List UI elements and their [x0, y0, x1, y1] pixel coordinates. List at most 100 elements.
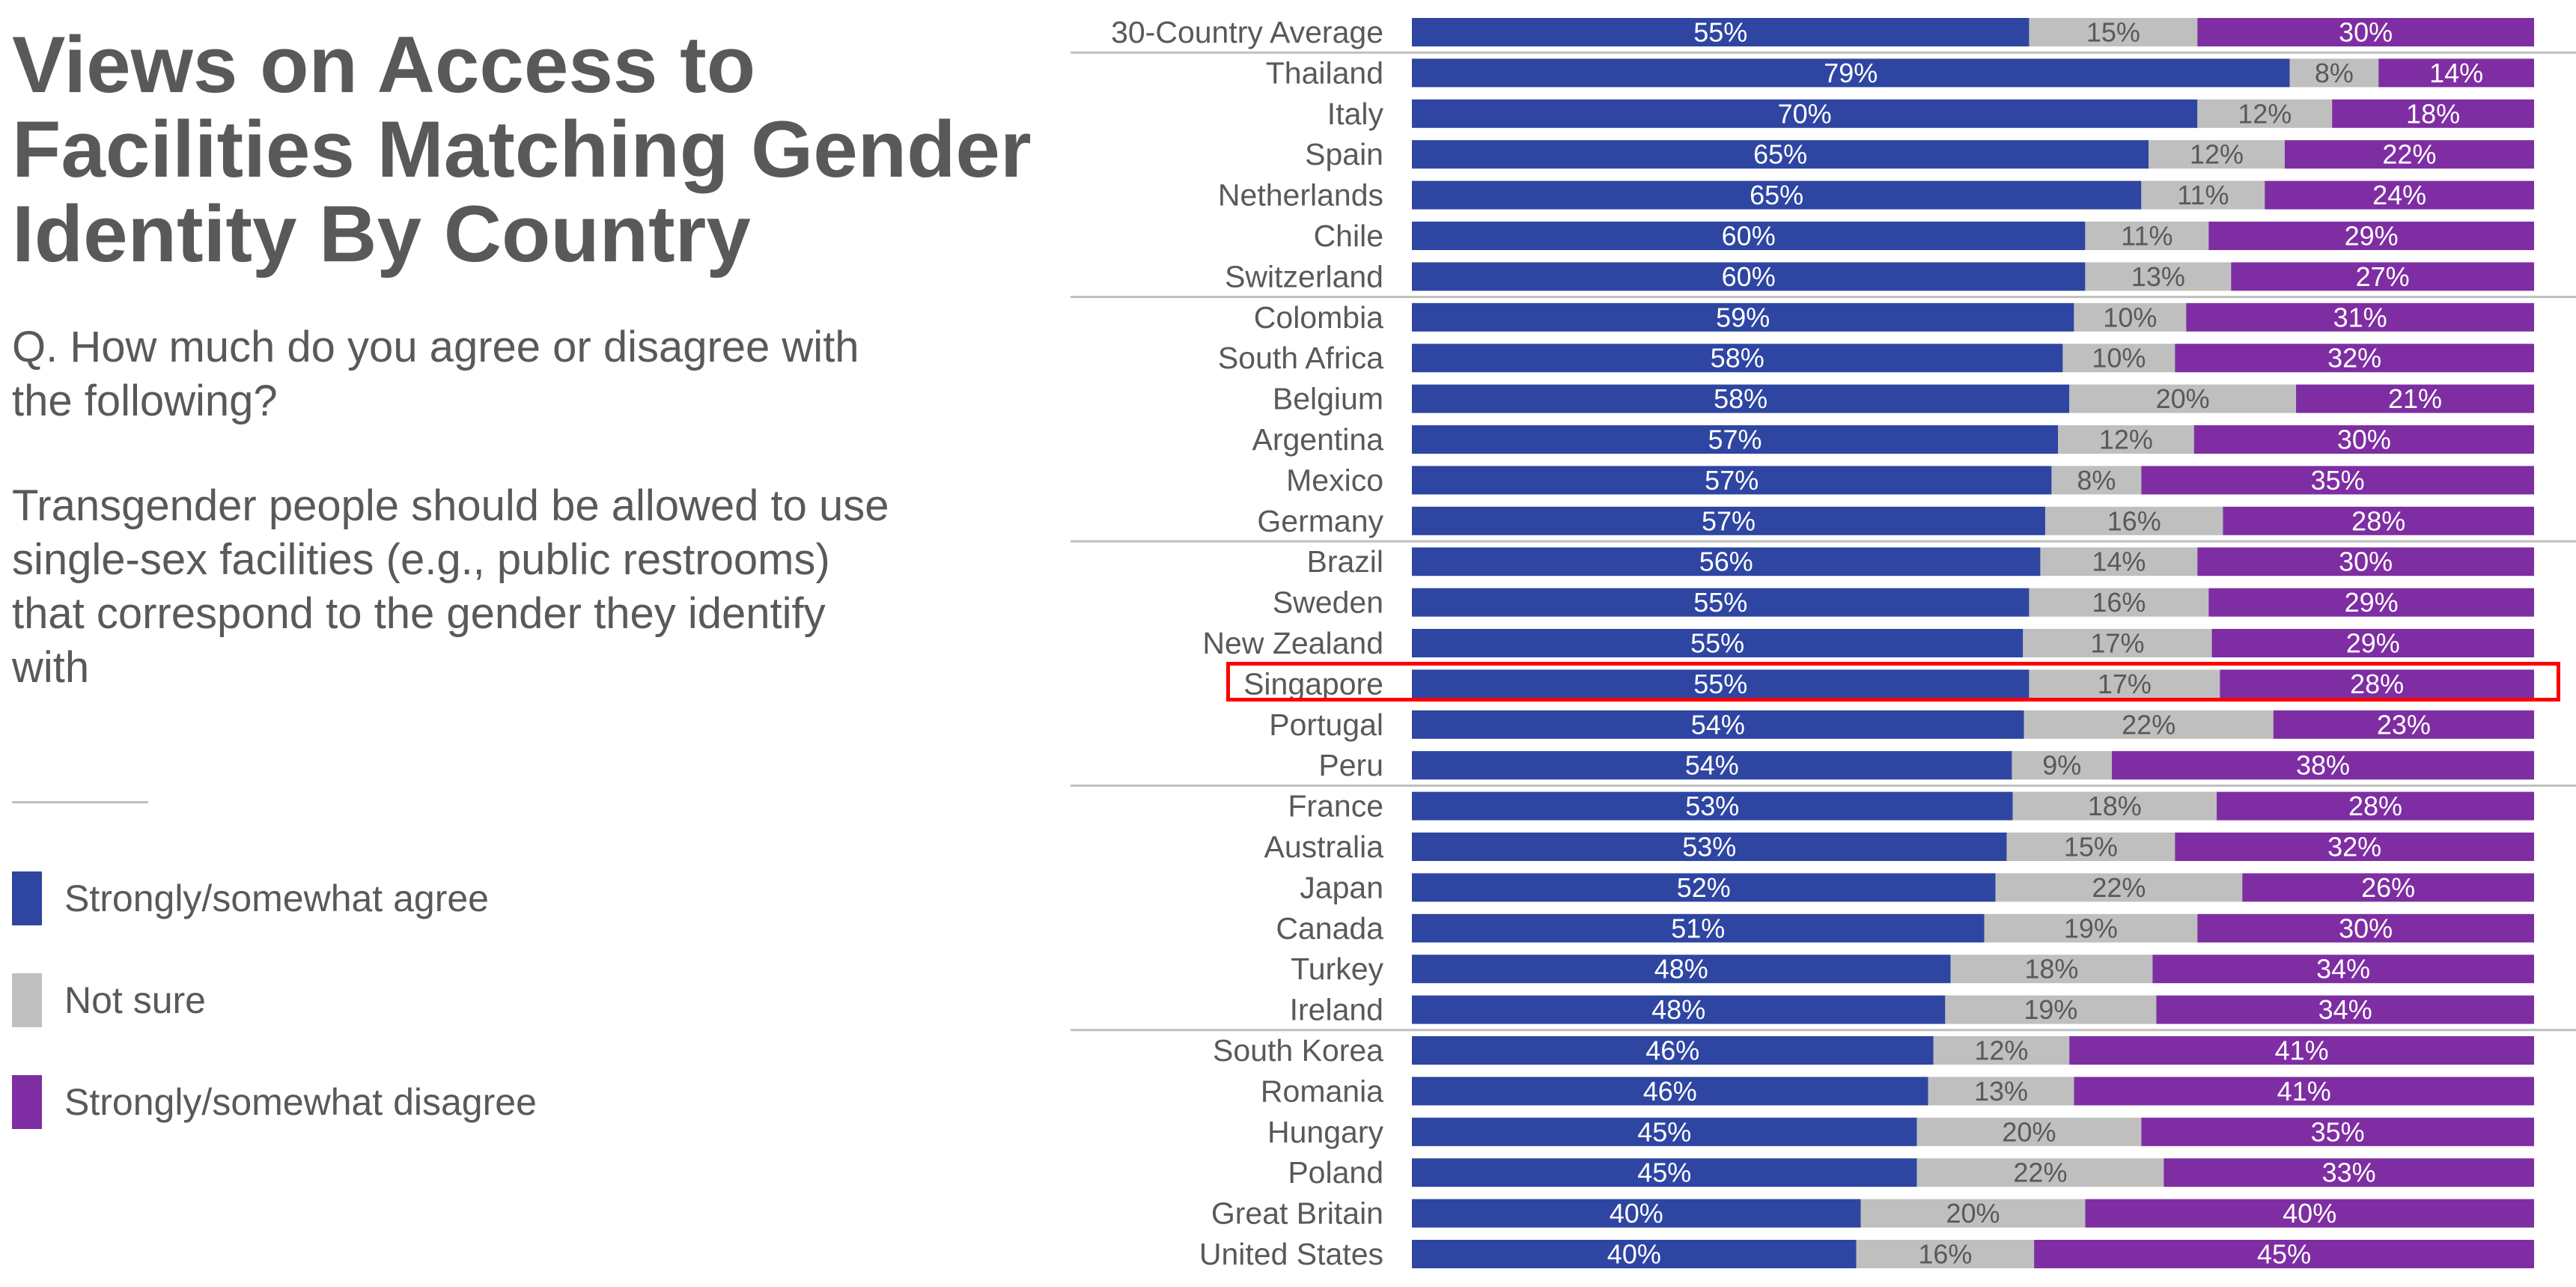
data-label-disagree-south-africa: 32% — [2327, 343, 2381, 374]
data-label-disagree-italy: 18% — [2406, 98, 2460, 129]
data-label-agree-sweden: 55% — [1693, 587, 1747, 618]
data-label-disagree-belgium: 21% — [2388, 383, 2442, 414]
data-label-disagree-new-zealand: 29% — [2346, 628, 2400, 659]
data-label-agree-australia: 53% — [1682, 832, 1736, 862]
bar-not-sure-poland — [1916, 1158, 2164, 1187]
data-label-not-sure-hungary: 20% — [2002, 1116, 2056, 1147]
data-label-not-sure-mexico: 8% — [2077, 465, 2116, 496]
bar-not-sure-south-africa — [2062, 344, 2175, 373]
data-label-disagree-chile: 29% — [2345, 221, 2399, 252]
bar-row-ireland: Ireland 48% 19% 34% — [1290, 993, 2534, 1027]
bar-row-belgium: Belgium 58% 20% 21% — [1273, 382, 2534, 416]
category-label-peru: Peru — [1318, 748, 1383, 782]
legend-swatch-not-sure — [12, 973, 42, 1027]
bar-row-germany: Germany 57% 16% 28% — [1257, 504, 2534, 538]
data-label-agree-chile: 60% — [1722, 221, 1776, 252]
bar-not-sure-peru — [2012, 751, 2113, 780]
category-label-mexico: Mexico — [1286, 463, 1383, 497]
data-label-agree-belgium: 58% — [1714, 383, 1767, 414]
legend-label-agree: Strongly/somewhat agree — [64, 877, 489, 919]
data-label-not-sure-belgium: 20% — [2156, 383, 2210, 414]
bar-not-sure-switzerland — [2085, 262, 2232, 291]
bar-row-france: France 53% 18% 28% — [1288, 789, 2534, 824]
bar-disagree-poland — [2164, 1158, 2534, 1187]
data-label-agree-france: 53% — [1685, 791, 1739, 821]
bar-agree-chile — [1412, 222, 2086, 250]
bar-row-south-korea: South Korea 46% 12% 41% — [1213, 1033, 2534, 1068]
data-label-not-sure-france: 18% — [2088, 791, 2142, 821]
bar-disagree-south-africa — [2175, 344, 2534, 373]
data-label-agree-united-states: 40% — [1607, 1239, 1661, 1270]
bar-agree-united-states — [1412, 1240, 1857, 1268]
data-label-agree-thailand: 79% — [1824, 58, 1878, 88]
data-label-agree-peru: 54% — [1685, 750, 1739, 781]
data-label-disagree-japan: 26% — [2361, 872, 2415, 903]
bar-agree-south-korea — [1412, 1036, 1934, 1065]
data-label-not-sure-sweden: 16% — [2092, 587, 2146, 618]
bar-agree-brazil — [1412, 547, 2041, 576]
bar-row-30-country-average: 30-Country Average 55% 15% 30% — [1111, 15, 2534, 49]
data-label-not-sure-united-states: 16% — [1918, 1239, 1972, 1270]
data-label-not-sure-spain: 12% — [2190, 139, 2244, 170]
data-label-agree-spain: 65% — [1753, 139, 1807, 170]
category-label-hungary: Hungary — [1267, 1115, 1383, 1149]
bar-agree-belgium — [1412, 384, 2070, 413]
bar-agree-japan — [1412, 873, 1996, 902]
bar-not-sure-spain — [2149, 140, 2285, 169]
bar-disagree-portugal — [2273, 710, 2534, 739]
data-label-not-sure-ireland: 19% — [2024, 994, 2077, 1025]
bar-row-great-britain: Great Britain 40% 20% 40% — [1211, 1196, 2534, 1231]
bar-agree-poland — [1412, 1158, 1917, 1187]
bar-row-switzerland: Switzerland 60% 13% 27% — [1225, 259, 2534, 293]
data-label-agree-brazil: 56% — [1699, 547, 1753, 577]
data-label-disagree-romania: 41% — [2277, 1076, 2331, 1107]
left-panel: Views on Access to Facilities Matching G… — [0, 0, 1063, 1287]
category-label-spain: Spain — [1305, 137, 1383, 171]
bar-row-turkey: Turkey 48% 18% 34% — [1291, 952, 2534, 986]
data-label-disagree-switzerland: 27% — [2356, 261, 2410, 292]
bar-disagree-netherlands — [2265, 180, 2534, 210]
data-label-disagree-ireland: 34% — [2318, 994, 2372, 1025]
category-label-thailand: Thailand — [1266, 55, 1383, 90]
category-label-switzerland: Switzerland — [1225, 259, 1383, 293]
bar-row-singapore: Singapore 55% 17% 28% — [1243, 666, 2534, 701]
bar-row-portugal: Portugal 54% 22% 23% — [1269, 708, 2534, 742]
data-label-agree-poland: 45% — [1637, 1157, 1691, 1188]
bar-row-argentina: Argentina 57% 12% 30% — [1252, 422, 2534, 457]
bar-row-italy: Italy 70% 12% 18% — [1327, 97, 2534, 131]
bar-disagree-romania — [2074, 1077, 2534, 1106]
bar-not-sure-france — [2012, 791, 2217, 821]
category-label-30-country-average: 30-Country Average — [1111, 15, 1383, 49]
data-label-not-sure-japan: 22% — [2092, 872, 2146, 903]
category-label-canada: Canada — [1276, 911, 1383, 946]
data-label-agree-south-korea: 46% — [1645, 1035, 1699, 1066]
bar-agree-netherlands — [1412, 180, 2142, 210]
bar-agree-south-africa — [1412, 344, 2063, 373]
category-label-ireland: Ireland — [1290, 993, 1383, 1027]
bar-agree-singapore — [1412, 669, 2030, 699]
data-label-disagree-netherlands: 24% — [2372, 180, 2426, 210]
bar-agree-peru — [1412, 751, 2012, 780]
bar-row-new-zealand: New Zealand 55% 17% 29% — [1202, 626, 2534, 660]
data-label-agree-canada: 51% — [1671, 913, 1725, 943]
data-label-disagree-spain: 22% — [2382, 139, 2436, 170]
bar-not-sure-canada — [1984, 913, 2198, 943]
data-label-agree-netherlands: 65% — [1750, 180, 1803, 210]
bar-not-sure-south-korea — [1933, 1036, 2070, 1065]
bar-row-romania: Romania 46% 13% 41% — [1261, 1074, 2534, 1108]
bar-not-sure-belgium — [2069, 384, 2297, 413]
category-label-south-africa: South Africa — [1218, 341, 1383, 375]
statement-text: Transgender people should be allowed to … — [12, 481, 889, 692]
bar-not-sure-italy — [2197, 99, 2333, 128]
bar-disagree-30-country-average — [2197, 18, 2534, 46]
bar-agree-italy — [1412, 99, 2198, 128]
data-label-agree-japan: 52% — [1677, 872, 1731, 903]
bar-row-canada: Canada 51% 19% 30% — [1276, 911, 2534, 946]
data-label-disagree-brazil: 30% — [2339, 547, 2393, 577]
category-label-argentina: Argentina — [1252, 422, 1383, 457]
bar-agree-romania — [1412, 1077, 1928, 1106]
data-label-disagree-france: 28% — [2348, 791, 2402, 821]
category-label-netherlands: Netherlands — [1218, 178, 1383, 213]
bar-not-sure-mexico — [2051, 466, 2142, 495]
bar-disagree-canada — [2197, 913, 2534, 943]
